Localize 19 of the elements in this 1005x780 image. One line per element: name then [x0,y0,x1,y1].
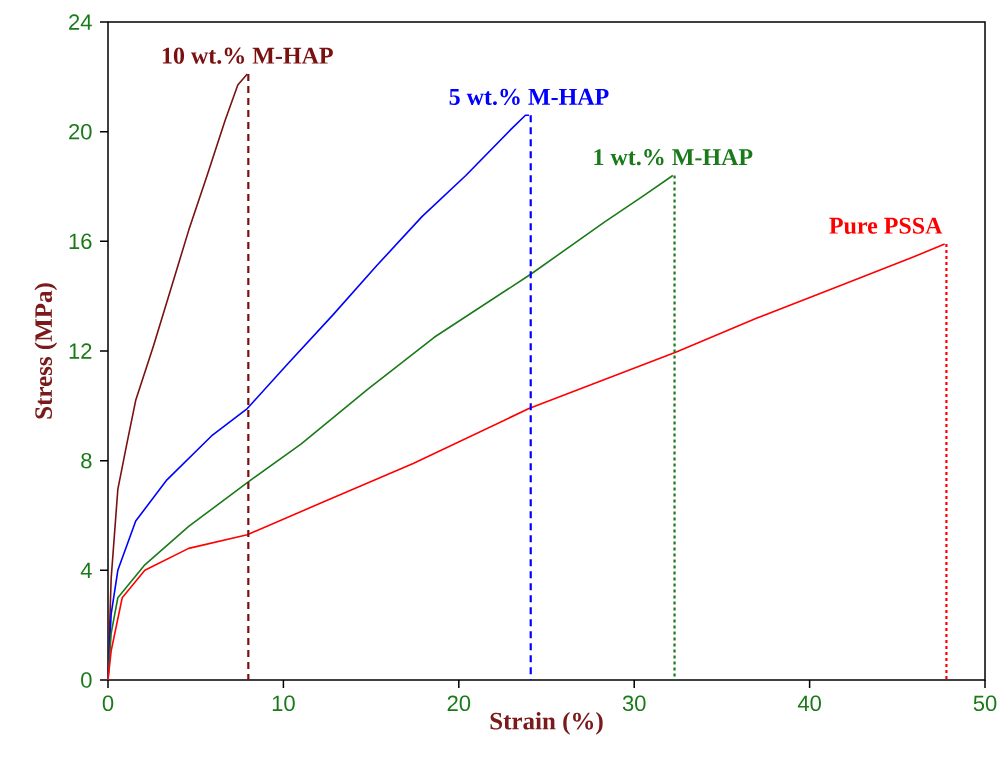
x-tick-label: 0 [102,695,114,712]
y-tick-label: 16 [69,233,92,250]
series-label: 1 wt.% M-HAP [594,149,753,166]
x-tick-label: 40 [797,695,821,712]
y-tick-label: 0 [81,672,92,688]
x-tick-label: 50 [973,695,997,712]
series-label: Pure PSSA [829,217,943,234]
x-tick-label: 30 [622,695,646,712]
y-tick-label: 20 [69,123,92,140]
y-tick-label: 12 [69,343,92,359]
y-axis-title: Stress (MPa) [34,283,58,419]
y-tick-label: 4 [80,562,92,578]
y-tick-label: 24 [69,14,92,30]
y-tick-label: 8 [81,452,92,469]
x-tick-label: 20 [447,695,471,712]
x-axis-title: Strain (%) [490,711,603,735]
x-tick-label: 10 [272,695,295,712]
series-label: 10 wt.% M-HAP [162,47,333,64]
series-label: 5 wt.% M-HAP [449,88,609,106]
